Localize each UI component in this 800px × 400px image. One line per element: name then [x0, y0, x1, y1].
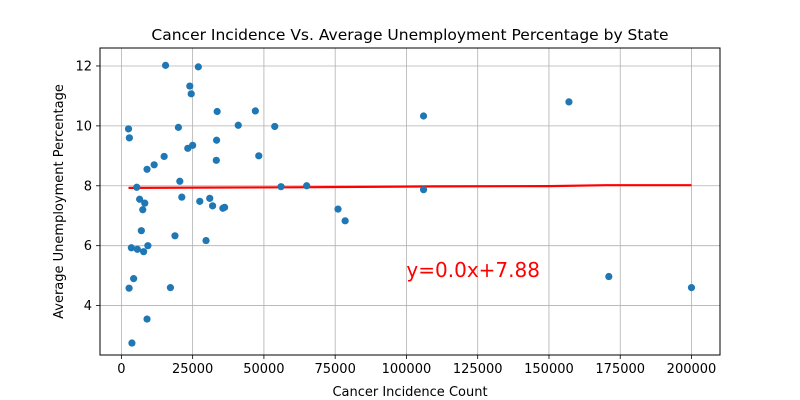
- data-point: [171, 232, 179, 240]
- data-point: [140, 248, 148, 256]
- data-point: [255, 152, 263, 160]
- y-tick-label: 10: [75, 119, 92, 134]
- data-point: [687, 284, 696, 292]
- data-point: [139, 206, 147, 214]
- x-tick-label: 50000: [243, 362, 284, 377]
- axis-ticks: 0 25000 50000 75000 100000 125000 150000 175000…: [75, 59, 716, 377]
- x-tick-label: 200000: [667, 362, 717, 377]
- regression-equation-annotation: y=0.0x+7.88: [406, 258, 540, 282]
- data-point: [206, 194, 214, 202]
- data-point: [174, 123, 182, 131]
- data-point: [125, 134, 133, 142]
- plot-area-frame: [99, 47, 721, 356]
- data-point: [187, 90, 195, 98]
- data-point: [213, 107, 221, 116]
- data-point: [303, 182, 311, 190]
- data-point: [127, 244, 135, 252]
- x-tick-label: 25000: [172, 362, 213, 377]
- data-point: [277, 183, 285, 191]
- data-point: [202, 236, 210, 245]
- x-tick-label: 0: [117, 362, 125, 377]
- data-point: [341, 217, 349, 225]
- data-point: [194, 63, 202, 71]
- data-point: [125, 284, 133, 292]
- x-tick-label: 75000: [314, 362, 355, 377]
- data-point: [141, 199, 149, 207]
- data-point: [161, 61, 170, 69]
- regression-layer: [128, 184, 692, 189]
- data-points: [124, 61, 696, 347]
- data-point: [271, 122, 279, 131]
- data-point: [251, 107, 259, 115]
- y-tick-label: 4: [84, 299, 92, 314]
- data-point: [565, 98, 573, 106]
- data-point: [133, 183, 141, 191]
- data-point: [144, 242, 152, 250]
- data-point: [212, 136, 221, 144]
- x-tick-label: 175000: [595, 362, 645, 377]
- data-point: [143, 315, 151, 323]
- x-tick-label: 125000: [453, 362, 503, 377]
- data-point: [419, 186, 428, 194]
- data-point: [143, 165, 151, 173]
- data-point: [334, 205, 342, 213]
- y-axis-label: Average Unemployment Percentage: [52, 84, 67, 319]
- chart-title: Cancer Incidence Vs. Average Unemploymen…: [151, 26, 668, 44]
- regression-line: [128, 184, 692, 189]
- data-point: [133, 245, 141, 253]
- data-point: [178, 193, 186, 201]
- data-point: [605, 272, 613, 281]
- data-point: [128, 339, 136, 347]
- data-point: [150, 161, 158, 169]
- x-axis-label: Cancer Incidence Count: [332, 385, 487, 400]
- data-point: [186, 82, 194, 90]
- data-point: [196, 197, 204, 205]
- data-point: [234, 121, 242, 129]
- x-tick-label: 100000: [382, 362, 432, 377]
- data-point: [136, 195, 144, 203]
- data-point: [176, 177, 184, 185]
- x-tick-label: 150000: [524, 362, 574, 377]
- data-point: [160, 152, 168, 161]
- data-point: [220, 203, 229, 211]
- data-point: [166, 284, 175, 292]
- y-tick-label: 8: [84, 179, 92, 194]
- y-tick-label: 6: [84, 239, 92, 254]
- data-point: [419, 112, 428, 120]
- data-point: [130, 275, 138, 283]
- data-point: [212, 156, 220, 164]
- data-point: [137, 227, 145, 235]
- data-point: [208, 202, 217, 210]
- grid: [100, 48, 720, 355]
- data-point: [124, 125, 133, 133]
- data-point: [189, 141, 197, 149]
- y-tick-label: 12: [75, 59, 92, 74]
